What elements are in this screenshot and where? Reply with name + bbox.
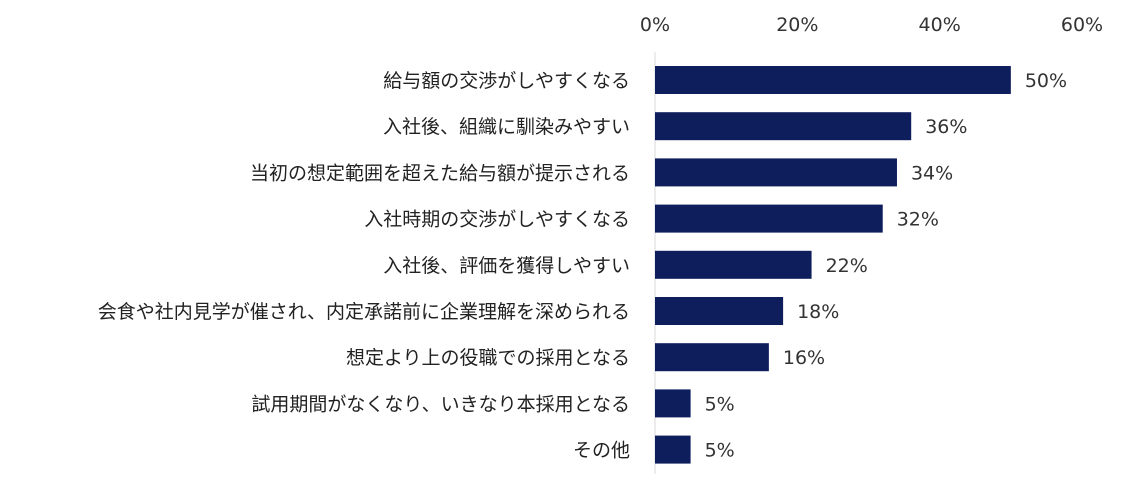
data-label: 32% xyxy=(897,209,939,231)
data-label: 36% xyxy=(925,116,967,138)
data-label: 5% xyxy=(705,393,735,415)
data-label: 22% xyxy=(826,255,868,277)
data-label: 5% xyxy=(705,440,735,462)
bar xyxy=(655,297,784,325)
x-axis-ticks: 0% 20% 40% 60% xyxy=(640,14,1103,36)
bar xyxy=(655,112,912,141)
x-tick-label: 0% xyxy=(640,14,670,36)
data-label: 34% xyxy=(911,162,953,184)
category-label: その他 xyxy=(573,440,630,462)
bar xyxy=(655,435,691,464)
category-label: 想定より上の役職での採用となる xyxy=(346,347,630,369)
x-tick-label: 20% xyxy=(776,14,818,36)
data-label: 18% xyxy=(797,301,839,323)
bar xyxy=(655,389,691,418)
data-label: 16% xyxy=(783,347,825,369)
bar xyxy=(655,250,812,279)
category-label: 入社後、評価を獲得しやすい xyxy=(383,255,630,277)
category-label: 当初の想定範囲を超えた給与額が提示される xyxy=(250,162,630,184)
bars: 給与額の交渉がしやすくなる 50% 入社後、組織に馴染みやすい 36% 当初の想定範囲を… xyxy=(98,66,1067,464)
x-tick-label: 60% xyxy=(1061,14,1103,36)
bar xyxy=(655,204,883,233)
category-label: 入社後、組織に馴染みやすい xyxy=(383,116,630,138)
bar xyxy=(655,343,769,372)
x-tick-label: 40% xyxy=(919,14,961,36)
category-label: 給与額の交渉がしやすくなる xyxy=(383,70,630,92)
category-label: 試用期間がなくなり、いきなり本採用となる xyxy=(251,393,630,415)
data-label: 50% xyxy=(1025,70,1067,92)
bar xyxy=(655,66,1011,94)
bar xyxy=(655,158,897,187)
category-label: 会食や社内見学が催され、内定承諾前に企業理解を深められる xyxy=(98,301,630,323)
category-label: 入社時期の交渉がしやすくなる xyxy=(364,209,630,231)
